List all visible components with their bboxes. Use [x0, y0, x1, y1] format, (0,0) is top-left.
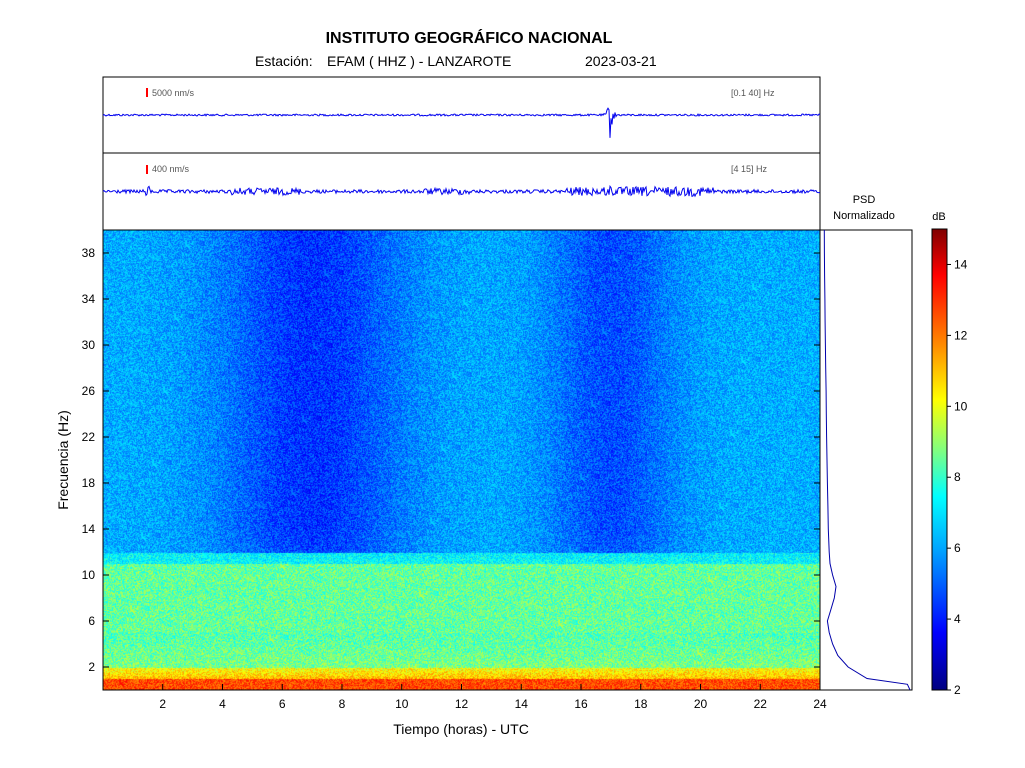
page-title: INSTITUTO GEOGRÁFICO NACIONAL — [326, 28, 613, 47]
colorbar-tick-label: 6 — [954, 541, 961, 555]
trace-1-amplitude: 5000 nm/s — [152, 88, 195, 98]
y-tick-label: 6 — [88, 614, 95, 628]
x-tick-label: 22 — [754, 697, 768, 711]
colorbar-tick-label: 4 — [954, 612, 961, 626]
date-label: 2023-03-21 — [585, 53, 657, 69]
trace-2-waveform — [102, 185, 821, 198]
y-tick-label: 26 — [82, 384, 96, 398]
y-tick-label: 14 — [82, 522, 96, 536]
trace-2-amplitude: 400 nm/s — [152, 164, 190, 174]
x-tick-label: 24 — [813, 697, 827, 711]
psd-title: PSD — [853, 194, 876, 206]
x-tick-label: 4 — [219, 697, 226, 711]
colorbar-tick-label: 10 — [954, 399, 968, 413]
colorbar-unit: dB — [932, 211, 945, 223]
y-tick-label: 34 — [82, 292, 96, 306]
colorbar: dB 2 4 6 8 10 12 14 — [931, 211, 968, 697]
colorbar-tick-label: 8 — [954, 470, 961, 484]
y-tick-label: 22 — [82, 430, 96, 444]
y-tick-label: 38 — [82, 246, 96, 260]
x-tick-label: 20 — [694, 697, 708, 711]
x-tick-label: 6 — [279, 697, 286, 711]
y-tick-label: 30 — [82, 338, 96, 352]
trace-1-band: [0.1 40] Hz — [731, 88, 775, 98]
x-tick-label: 16 — [574, 697, 588, 711]
y-tick-label: 2 — [88, 660, 95, 674]
trace-panel-2: 400 nm/s [4 15] Hz — [102, 152, 821, 231]
y-tick-label: 10 — [82, 568, 96, 582]
x-axis: 2 4 6 8 10 12 14 16 18 20 22 24 — [159, 684, 827, 711]
colorbar-tick-label: 12 — [954, 328, 968, 342]
trace-panel-1: 5000 nm/s [0.1 40] Hz — [102, 76, 821, 154]
x-tick-label: 10 — [395, 697, 409, 711]
colorbar-tick-label: 14 — [954, 257, 968, 271]
x-tick-label: 12 — [455, 697, 469, 711]
psd-panel: PSD Normalizado — [819, 194, 913, 691]
x-axis-label: Tiempo (horas) - UTC — [393, 721, 529, 737]
y-axis-label: Frecuencia (Hz) — [55, 410, 71, 510]
station-prefix: Estación: — [255, 53, 313, 69]
psd-curve — [823, 229, 911, 691]
trace-1-waveform — [102, 107, 821, 138]
x-tick-label: 14 — [515, 697, 529, 711]
x-tick-label: 8 — [339, 697, 346, 711]
colorbar-tick-label: 2 — [954, 683, 961, 697]
station-name: EFAM ( HHZ ) - LANZAROTE — [327, 53, 511, 69]
x-tick-label: 2 — [159, 697, 166, 711]
trace-2-band: [4 15] Hz — [731, 164, 768, 174]
spectrogram-plot: 2 4 6 8 10 12 14 16 18 20 22 24 261014182226303438 … — [55, 229, 827, 737]
y-tick-label: 18 — [82, 476, 96, 490]
psd-subtitle: Normalizado — [833, 210, 895, 222]
x-tick-label: 18 — [634, 697, 648, 711]
